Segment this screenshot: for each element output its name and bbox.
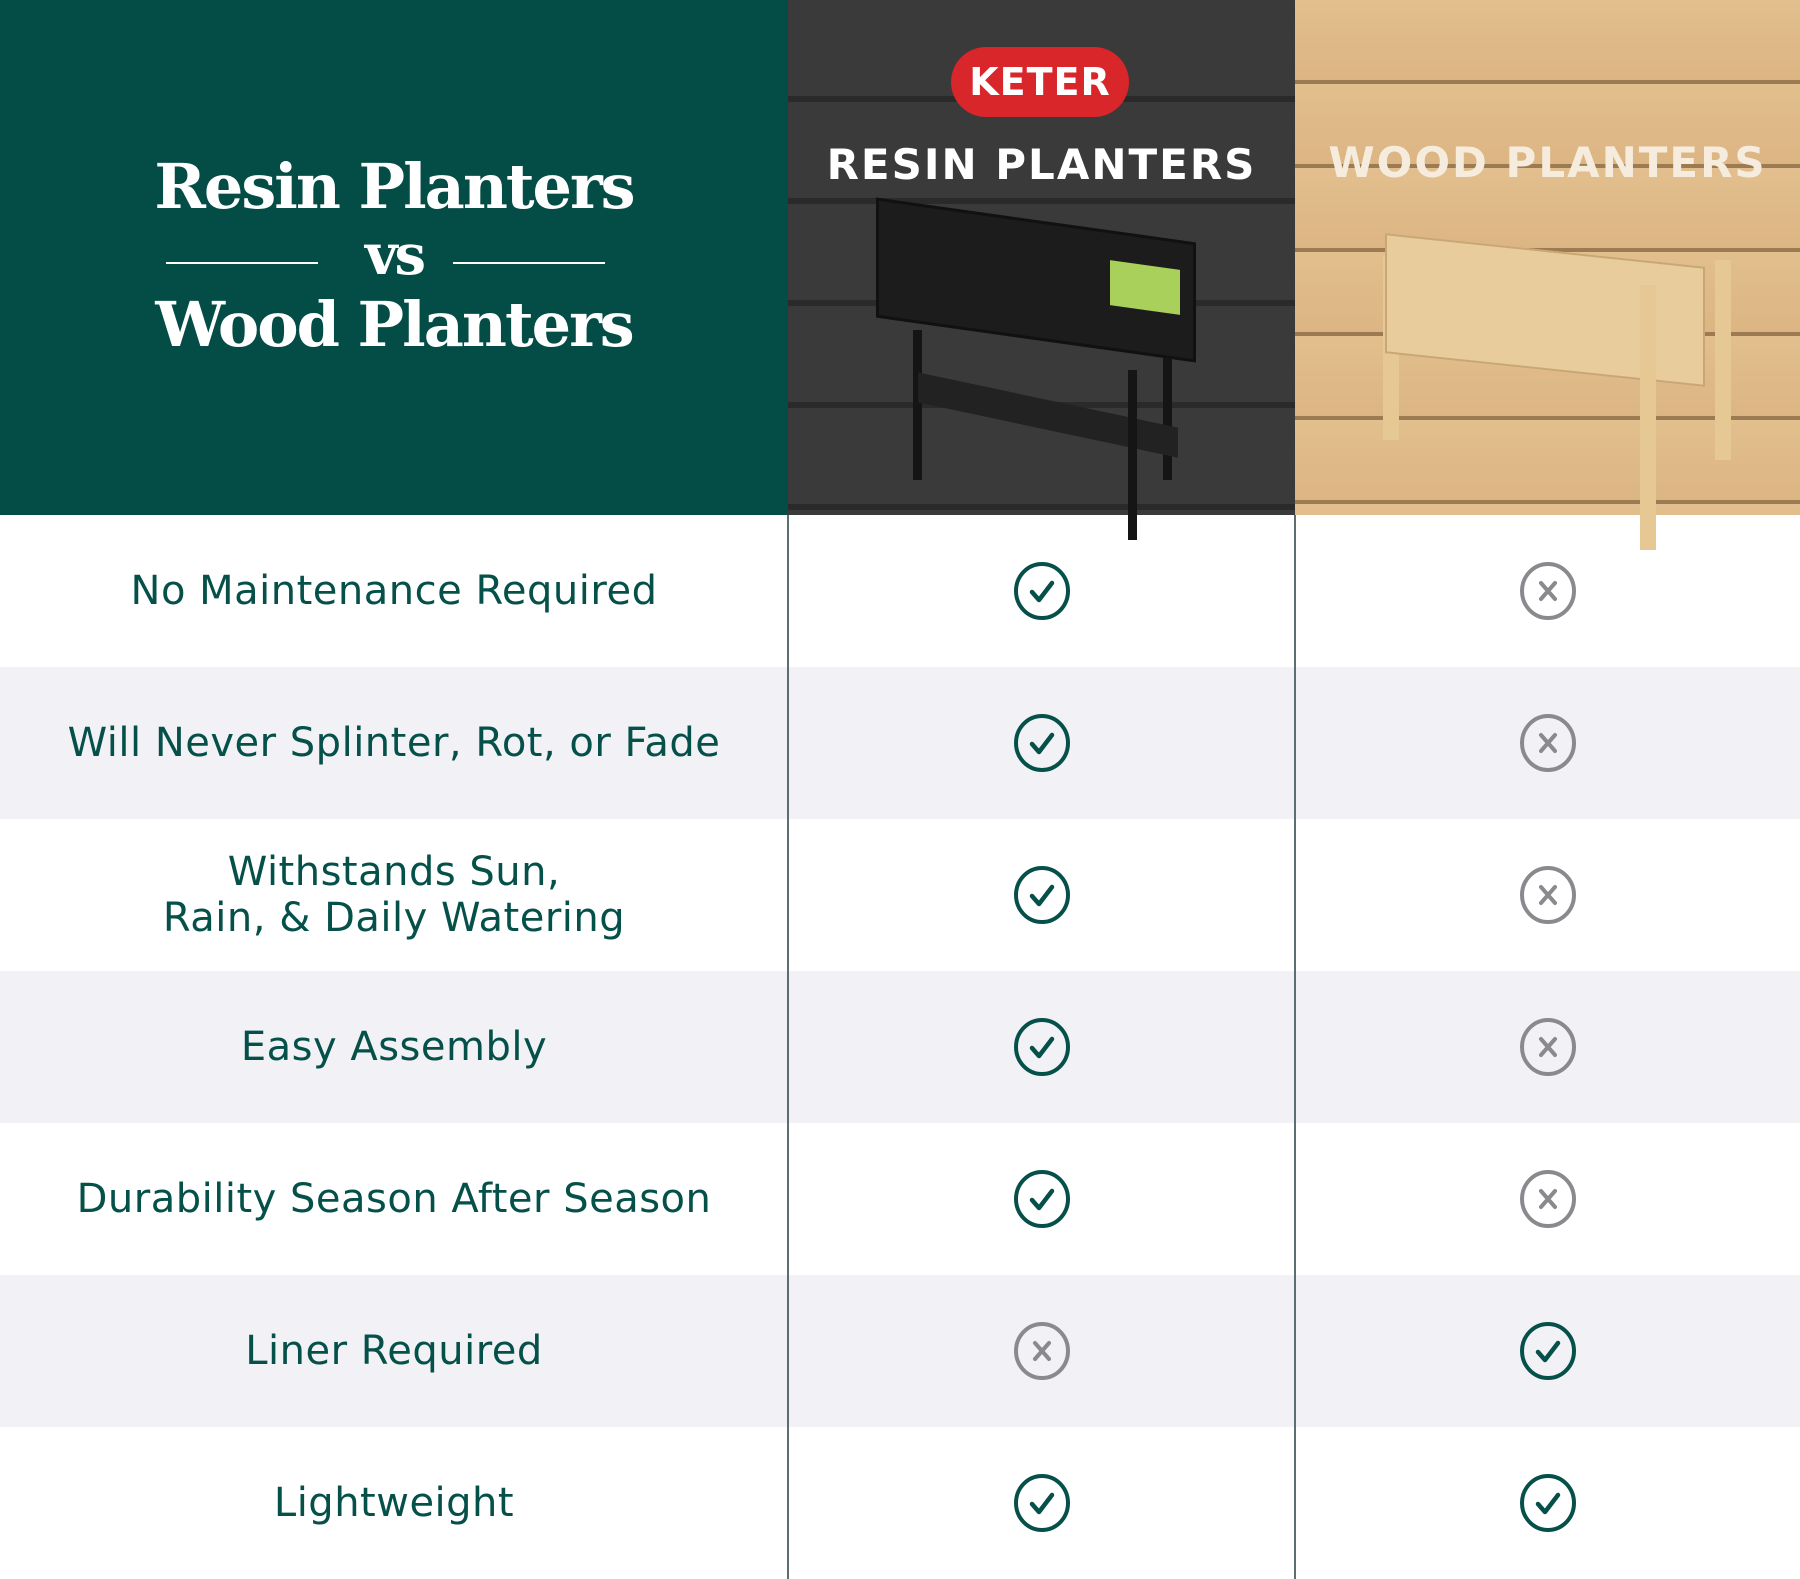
wood-cell (1295, 1427, 1800, 1579)
wood-cell (1295, 819, 1800, 971)
table-row: No Maintenance Required (0, 515, 1800, 667)
resin-cell (788, 1427, 1295, 1579)
table-row: Lightweight (0, 1427, 1800, 1579)
resin-cell (788, 819, 1295, 971)
planter-leg (913, 330, 922, 480)
column-divider (1294, 515, 1296, 1579)
feature-label: No Maintenance Required (130, 568, 658, 614)
wood-cell (1295, 515, 1800, 667)
planter-leg (1163, 330, 1172, 480)
resin-column-title: RESIN PLANTERS (826, 140, 1257, 189)
planter-shelf (918, 372, 1178, 458)
wood-planter-image (1385, 233, 1705, 387)
feature-label: Easy Assembly (240, 1024, 548, 1070)
wood-cell (1295, 971, 1800, 1123)
seed-tray (1110, 260, 1180, 315)
feature-label: Liner Required (245, 1328, 543, 1374)
divider (453, 262, 605, 264)
title-panel: Resin Planters vs Wood Planters (0, 0, 788, 515)
table-row: Will Never Splinter, Rot, or Fade (0, 667, 1800, 819)
title-wood: Wood Planters (155, 288, 634, 361)
planter-leg (1715, 260, 1731, 460)
x-circle-icon (1519, 1018, 1576, 1076)
wood-cell (1295, 1123, 1800, 1275)
resin-cell (788, 971, 1295, 1123)
x-circle-icon (1519, 866, 1576, 924)
check-circle-icon (1013, 1474, 1070, 1532)
check-circle-icon (1013, 866, 1070, 924)
table-row: Liner Required (0, 1275, 1800, 1427)
check-circle-icon (1013, 1018, 1070, 1076)
feature-label: Will Never Splinter, Rot, or Fade (67, 720, 721, 766)
x-circle-icon (1013, 1322, 1070, 1380)
feature-label: Lightweight (273, 1480, 515, 1526)
title-resin: Resin Planters (154, 150, 635, 223)
check-circle-icon (1013, 714, 1070, 772)
divider (166, 262, 318, 264)
check-circle-icon (1519, 1474, 1576, 1532)
resin-cell (788, 515, 1295, 667)
planter-leg (1128, 370, 1137, 540)
header: Resin Planters vs Wood Planters KETER RE… (0, 0, 1800, 550)
wood-cell (1295, 1275, 1800, 1427)
table-row: Durability Season After Season (0, 1123, 1800, 1275)
resin-cell (788, 667, 1295, 819)
wood-header: WOOD PLANTERS (1295, 0, 1800, 550)
check-circle-icon (1519, 1322, 1576, 1380)
feature-label: Durability Season After Season (76, 1176, 712, 1222)
keter-logo: KETER (951, 47, 1129, 117)
wood-column-title: WOOD PLANTERS (1328, 138, 1767, 187)
feature-label: Withstands Sun, Rain, & Daily Watering (162, 849, 626, 941)
x-circle-icon (1519, 714, 1576, 772)
wood-cell (1295, 667, 1800, 819)
x-circle-icon (1519, 1170, 1576, 1228)
planter-leg (1640, 285, 1656, 550)
x-circle-icon (1519, 562, 1576, 620)
check-circle-icon (1013, 562, 1070, 620)
resin-header: KETER RESIN PLANTERS (788, 0, 1295, 540)
resin-cell (788, 1275, 1295, 1427)
table-row: Withstands Sun, Rain, & Daily Watering (0, 819, 1800, 971)
resin-cell (788, 1123, 1295, 1275)
title-vs: vs (364, 222, 426, 288)
check-circle-icon (1013, 1170, 1070, 1228)
table-row: Easy Assembly (0, 971, 1800, 1123)
column-divider (787, 515, 789, 1579)
